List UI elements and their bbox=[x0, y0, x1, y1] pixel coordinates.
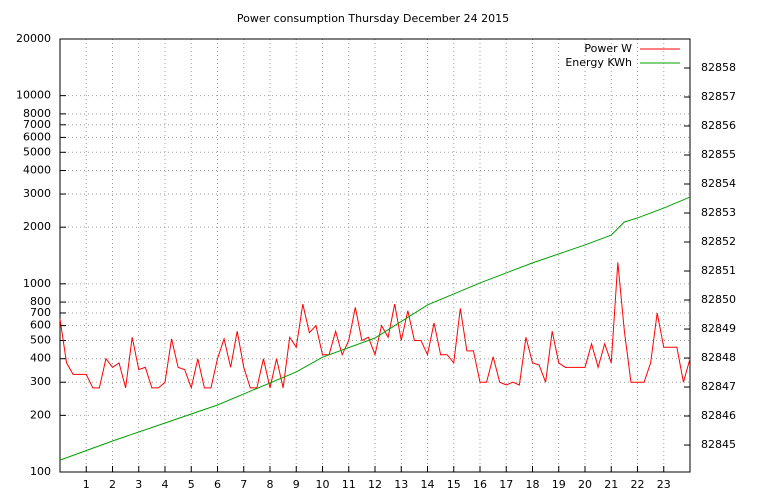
x-tick-label: 23 bbox=[657, 478, 671, 491]
y2-tick-label: 82852 bbox=[701, 235, 736, 248]
y2-tick-label: 82846 bbox=[701, 409, 736, 422]
x-tick-label: 16 bbox=[473, 478, 487, 491]
x-tick-label: 9 bbox=[293, 478, 300, 491]
y-tick-label: 4000 bbox=[23, 164, 51, 177]
x-tick-label: 8 bbox=[267, 478, 274, 491]
x-tick-label: 7 bbox=[240, 478, 247, 491]
x-tick-label: 21 bbox=[604, 478, 618, 491]
y2-tick-label: 82855 bbox=[701, 148, 736, 161]
y-tick-label: 20000 bbox=[16, 32, 51, 45]
y2-tick-label: 82850 bbox=[701, 293, 736, 306]
x-tick-label: 12 bbox=[368, 478, 382, 491]
legend-label: Energy KWh bbox=[565, 56, 632, 69]
y-tick-label: 400 bbox=[30, 352, 51, 365]
y2-tick-label: 82845 bbox=[701, 438, 736, 451]
y2-tick-label: 82858 bbox=[701, 61, 736, 74]
x-tick-label: 3 bbox=[135, 478, 142, 491]
y2-tick-label: 82847 bbox=[701, 380, 736, 393]
x-tick-label: 18 bbox=[526, 478, 540, 491]
x-tick-label: 13 bbox=[394, 478, 408, 491]
y-tick-label: 200 bbox=[30, 408, 51, 421]
y-tick-label: 1000 bbox=[23, 277, 51, 290]
plot-frame bbox=[59, 38, 691, 473]
x-tick-label: 4 bbox=[162, 478, 169, 491]
y-tick-label: 10000 bbox=[16, 89, 51, 102]
x-tick-label: 19 bbox=[552, 478, 566, 491]
y-tick-label: 700 bbox=[30, 306, 51, 319]
y2-tick-label: 82854 bbox=[701, 177, 736, 190]
y2-tick-label: 82856 bbox=[701, 119, 736, 132]
y-tick-label: 5000 bbox=[23, 145, 51, 158]
x-tick-label: 11 bbox=[342, 478, 356, 491]
x-tick-label: 6 bbox=[214, 478, 221, 491]
y-tick-label: 2000 bbox=[23, 220, 51, 233]
y2-tick-label: 82851 bbox=[701, 264, 736, 277]
x-tick-label: 15 bbox=[447, 478, 461, 491]
x-tick-label: 10 bbox=[316, 478, 330, 491]
y-tick-label: 100 bbox=[30, 465, 51, 478]
y-tick-label: 600 bbox=[30, 319, 51, 332]
x-tick-label: 5 bbox=[188, 478, 195, 491]
y2-tick-label: 82857 bbox=[701, 90, 736, 103]
x-tick-label: 17 bbox=[499, 478, 513, 491]
y-tick-label: 500 bbox=[30, 333, 51, 346]
chart-title: Power consumption Thursday December 24 2… bbox=[237, 12, 509, 25]
y2-tick-label: 82853 bbox=[701, 206, 736, 219]
x-tick-label: 1 bbox=[83, 478, 90, 491]
y-tick-label: 300 bbox=[30, 375, 51, 388]
y2-tick-label: 82849 bbox=[701, 322, 736, 335]
y-tick-label: 3000 bbox=[23, 187, 51, 200]
y-tick-label: 6000 bbox=[23, 130, 51, 143]
series-line bbox=[59, 196, 691, 461]
y-tick-label: 800 bbox=[30, 295, 51, 308]
x-tick-label: 22 bbox=[631, 478, 645, 491]
legend-label: Power W bbox=[584, 42, 632, 55]
y-tick-label: 7000 bbox=[23, 118, 51, 131]
x-tick-label: 14 bbox=[421, 478, 435, 491]
x-tick-label: 20 bbox=[578, 478, 592, 491]
series-line bbox=[59, 262, 691, 390]
x-tick-label: 2 bbox=[109, 478, 116, 491]
y-tick-label: 8000 bbox=[23, 107, 51, 120]
y2-tick-label: 82848 bbox=[701, 351, 736, 364]
